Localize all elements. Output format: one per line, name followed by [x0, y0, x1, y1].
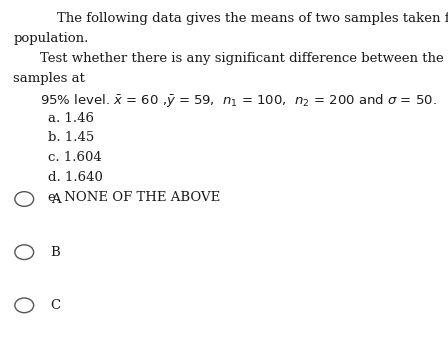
Text: 95% level. $\bar{x}$ = 60 ,$\bar{y}$ = 59,  $n_1$ = 100,  $n_2$ = 200 and $\sigm: 95% level. $\bar{x}$ = 60 ,$\bar{y}$ = 5…: [39, 92, 436, 108]
Text: The following data gives the means of two samples taken from a: The following data gives the means of tw…: [57, 12, 448, 25]
Text: samples at: samples at: [13, 72, 85, 85]
Text: b. 1.45: b. 1.45: [48, 132, 95, 145]
Text: A: A: [51, 193, 60, 205]
Text: C: C: [51, 299, 61, 312]
Text: population.: population.: [13, 32, 89, 45]
Text: d. 1.640: d. 1.640: [48, 171, 103, 184]
Text: Test whether there is any significant difference between the two: Test whether there is any significant di…: [39, 52, 448, 65]
Text: B: B: [51, 246, 60, 259]
Text: a. 1.46: a. 1.46: [48, 112, 95, 125]
Text: e. NONE OF THE ABOVE: e. NONE OF THE ABOVE: [48, 191, 220, 204]
Text: c. 1.604: c. 1.604: [48, 151, 102, 164]
